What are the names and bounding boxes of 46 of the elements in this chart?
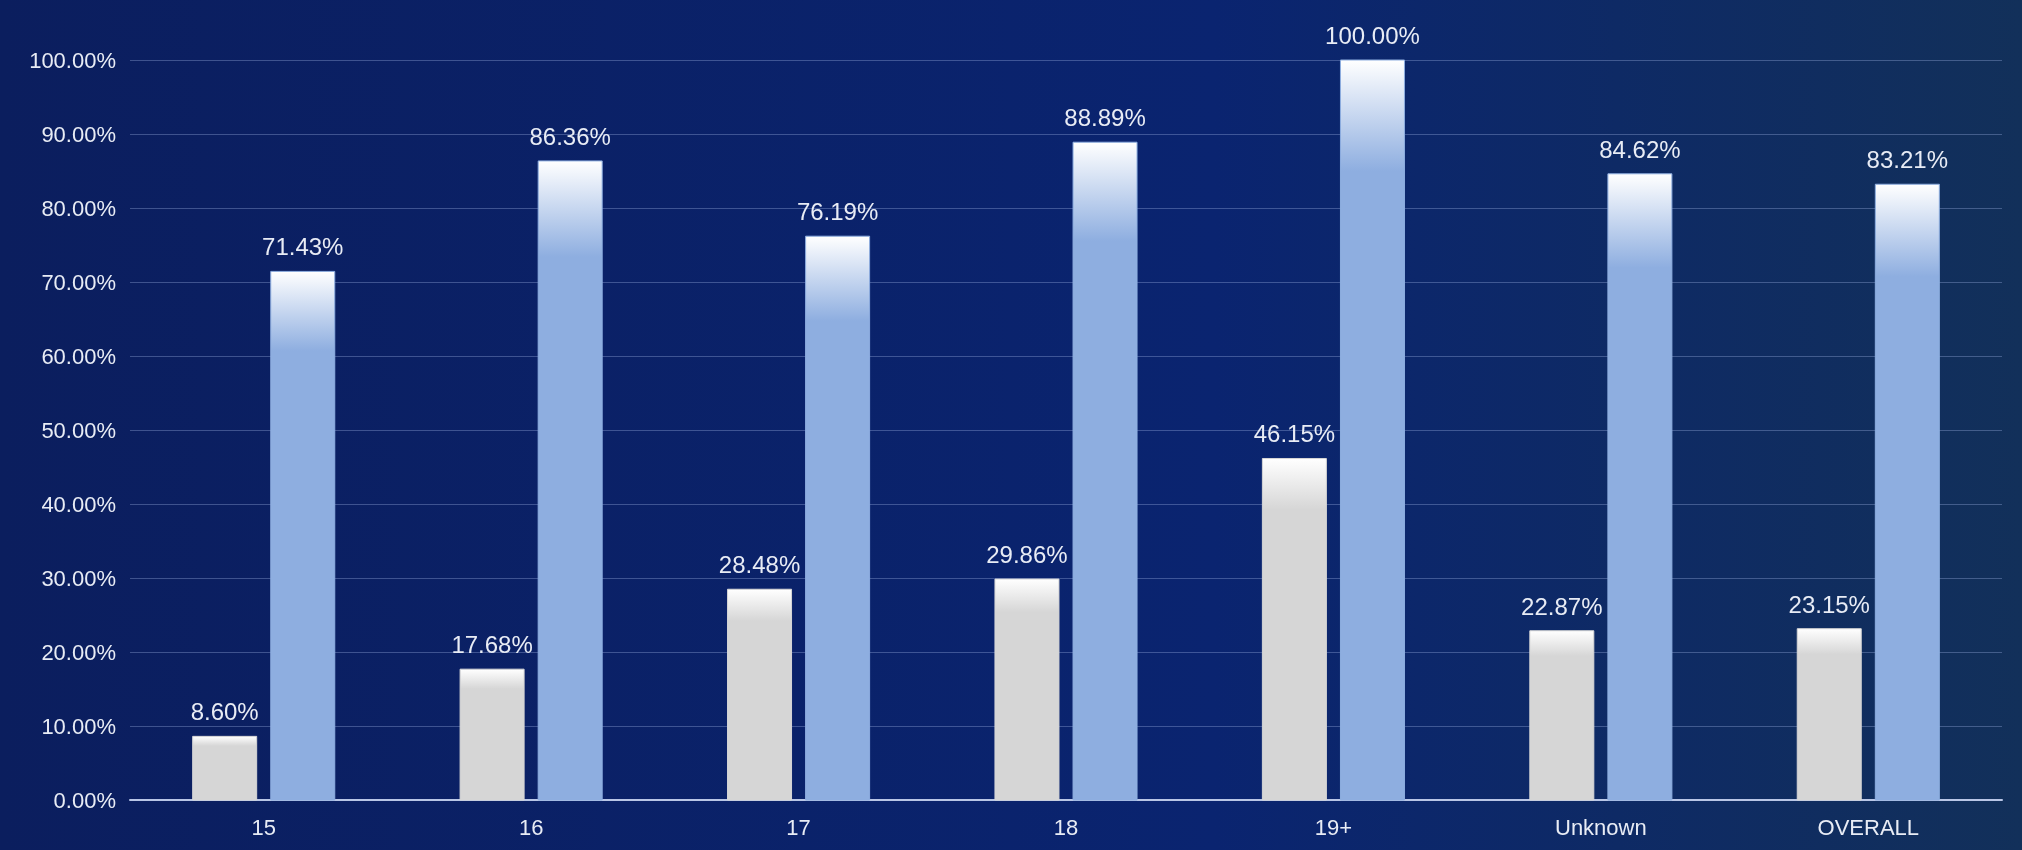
- data-label: 100.00%: [1325, 22, 1420, 49]
- bar: [727, 588, 793, 801]
- data-label: 86.36%: [529, 122, 611, 150]
- y-tick-label: 30.00%: [41, 565, 116, 591]
- data-label: 23.15%: [1788, 590, 1870, 618]
- data-label: 8.60%: [190, 698, 259, 726]
- bar: [1261, 457, 1327, 801]
- x-tick-label: Unknown: [1555, 814, 1647, 840]
- data-label: 22.87%: [1521, 592, 1603, 620]
- y-tick-label: 70.00%: [41, 269, 116, 295]
- x-tick-label: 18: [1053, 814, 1079, 840]
- data-label: 46.15%: [1253, 420, 1336, 448]
- bar: [1072, 141, 1138, 801]
- bar: [537, 160, 603, 801]
- data-label: 29.86%: [986, 541, 1068, 569]
- y-tick-label: 80.00%: [41, 195, 116, 221]
- y-tick-label: 20.00%: [41, 639, 116, 665]
- bar: [270, 270, 336, 801]
- x-tick-label: 15: [251, 814, 276, 840]
- bar: [1874, 183, 1940, 801]
- bar: [1607, 173, 1673, 801]
- x-tick-label: 19+: [1314, 814, 1353, 840]
- x-tick-label: 16: [518, 814, 544, 840]
- y-tick-label: 10.00%: [41, 713, 116, 739]
- bar: [994, 578, 1060, 801]
- data-label: 84.62%: [1599, 135, 1681, 163]
- x-tick-label: OVERALL: [1817, 814, 1920, 840]
- y-tick-label: 100.00%: [29, 47, 116, 73]
- bar: [459, 668, 525, 801]
- y-tick-label: 90.00%: [41, 121, 116, 147]
- data-label: 83.21%: [1866, 146, 1949, 174]
- bar: [805, 235, 871, 801]
- y-tick-label: 60.00%: [41, 343, 116, 369]
- data-label: 88.89%: [1064, 104, 1146, 132]
- y-tick-label: 0.00%: [53, 787, 116, 813]
- x-tick-label: 17: [786, 814, 811, 840]
- data-label: 28.48%: [718, 551, 801, 579]
- data-label: 71.43%: [262, 233, 344, 261]
- bar: [1339, 59, 1405, 801]
- y-tick-label: 40.00%: [41, 491, 116, 517]
- data-label: 76.19%: [796, 198, 879, 226]
- data-label: 17.68%: [451, 631, 533, 659]
- y-tick-label: 50.00%: [41, 417, 116, 443]
- bar: [1529, 630, 1595, 801]
- bar: [192, 735, 258, 801]
- bar: [1796, 628, 1862, 801]
